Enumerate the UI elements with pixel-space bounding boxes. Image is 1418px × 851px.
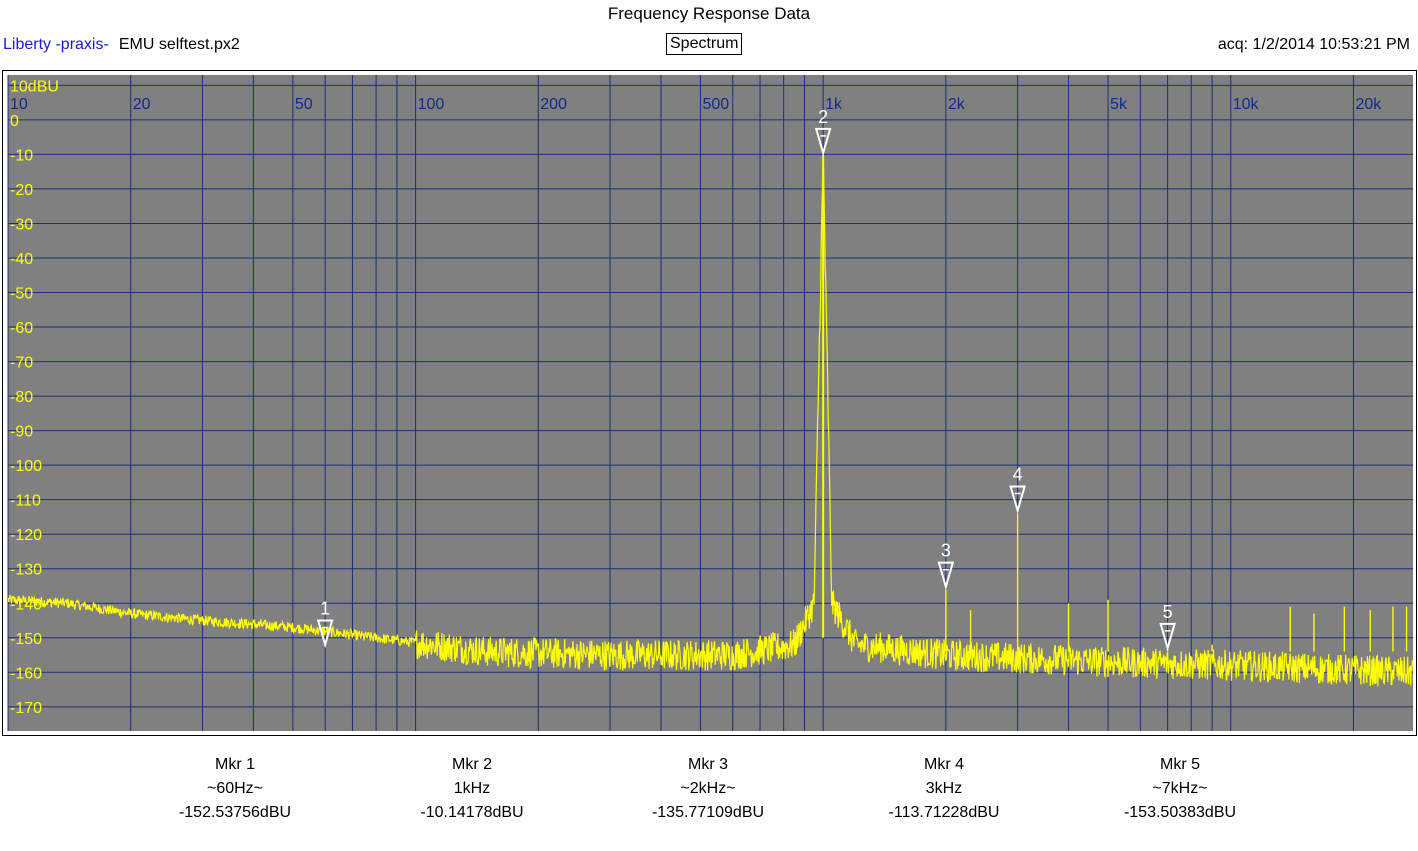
- x-tick-label: 50: [295, 96, 313, 113]
- marker-5: 5: [1159, 602, 1176, 652]
- y-tick-label: -20: [10, 182, 33, 199]
- marker-3-frequency: ~2kHz~: [680, 780, 736, 797]
- y-tick-label: -170: [10, 700, 42, 717]
- marker-triangle: [1009, 485, 1026, 515]
- marker-2: 2: [814, 107, 832, 157]
- x-tick-label: 500: [702, 96, 729, 113]
- marker-label: 5: [1163, 602, 1173, 622]
- x-tick-label: 2k: [948, 96, 966, 113]
- y-tick-label: -70: [10, 355, 33, 372]
- y-tick-label: -100: [10, 458, 42, 475]
- marker-1-value: -152.53756dBU: [178, 804, 292, 821]
- y-tick-label: -160: [10, 665, 42, 682]
- file-info: Liberty -praxis- EMU selftest.px2: [3, 36, 240, 54]
- marker-label: 3: [941, 541, 951, 561]
- marker-readout-1: Mkr 1 ~60Hz~ -152.53756dBU: [135, 753, 335, 825]
- markers: 1 2 3 4 5: [316, 107, 1176, 652]
- x-tick-label: 10k: [1233, 96, 1260, 113]
- y-tick-label: -150: [10, 631, 42, 648]
- y-tick-label: 0: [10, 113, 19, 130]
- marker-readout-3: Mkr 3 ~2kHz~ -135.77109dBU: [608, 753, 808, 825]
- marker-4-name: Mkr 4: [924, 756, 964, 773]
- marker-4-frequency: 3kHz: [925, 780, 963, 797]
- y-tick-label: -130: [10, 562, 42, 579]
- plot-frame: [2, 70, 1417, 736]
- marker-1-frequency: ~60Hz~: [206, 780, 264, 797]
- marker-3-name: Mkr 3: [688, 756, 728, 773]
- marker-5-frequency: ~7kHz~: [1152, 780, 1208, 797]
- marker-5-value: -153.50383dBU: [1123, 804, 1237, 821]
- marker-2-value: -10.14178dBU: [420, 804, 524, 821]
- x-tick-label: 10: [10, 96, 28, 113]
- x-tick-label: 20k: [1355, 96, 1382, 113]
- chart-title: Frequency Response Data: [607, 4, 811, 23]
- y-tick-label: -120: [10, 527, 42, 544]
- marker-2-name: Mkr 2: [452, 756, 492, 773]
- marker-label: 1: [320, 599, 330, 619]
- marker-label: 4: [1013, 464, 1023, 484]
- marker-readout-5: Mkr 5 ~7kHz~ -153.50383dBU: [1080, 753, 1280, 825]
- marker-triangle: [814, 127, 832, 157]
- marker-1: 1: [316, 599, 334, 649]
- y-tick-label: -60: [10, 320, 33, 337]
- y-tick-label: 10dBU: [10, 78, 59, 95]
- acquisition-timestamp: acq: 1/2/2014 10:53:21 PM: [1217, 36, 1410, 53]
- marker-label: 2: [818, 107, 828, 127]
- plot-area: [8, 75, 1413, 731]
- marker-4-value: -113.71228dBU: [888, 804, 1000, 821]
- noise-trace: [8, 161, 1413, 687]
- marker-5-name: Mkr 5: [1160, 756, 1200, 773]
- y-tick-label: -30: [10, 216, 33, 233]
- marker-1-name: Mkr 1: [215, 756, 255, 773]
- y-tick-label: -40: [10, 251, 33, 268]
- marker-2-frequency: 1kHz: [453, 780, 491, 797]
- marker-triangle: [1159, 622, 1176, 652]
- x-tick-label: 20: [133, 96, 151, 113]
- marker-3-value: -135.77109dBU: [651, 804, 765, 821]
- marker-readout-4: Mkr 4 3kHz -113.71228dBU: [844, 753, 1044, 825]
- x-tick-label: 5k: [1110, 96, 1128, 113]
- y-axis-labels: 10dBU 0 -10 -20 -30 -40 -50 -60 -70 -80 -90 -100 -11…: [10, 78, 59, 716]
- marker-3: 3: [937, 541, 955, 591]
- marker-readout-2: Mkr 2 1kHz -10.14178dBU: [372, 753, 572, 825]
- y-tick-label: -80: [10, 389, 33, 406]
- spectrum-trace: [8, 154, 1413, 687]
- mode-button[interactable]: Spectrum: [666, 33, 743, 55]
- marker-triangle: [937, 561, 955, 591]
- marker-triangle: [316, 619, 334, 649]
- y-tick-label: -50: [10, 286, 33, 303]
- marker-4: 4: [1009, 464, 1026, 515]
- x-axis-labels: 10 20 50 100 200 500 1k 2k 5k 10k 20k: [10, 96, 1382, 113]
- y-tick-label: -110: [10, 493, 41, 510]
- file-name: EMU selftest.px2: [118, 36, 240, 53]
- x-tick-label: 100: [418, 96, 445, 113]
- y-tick-label: -90: [10, 424, 33, 441]
- brand-label: Liberty -praxis-: [3, 36, 109, 53]
- x-tick-label: 1k: [825, 96, 843, 113]
- y-tick-label: -10: [10, 147, 33, 164]
- x-tick-label: 200: [540, 96, 567, 113]
